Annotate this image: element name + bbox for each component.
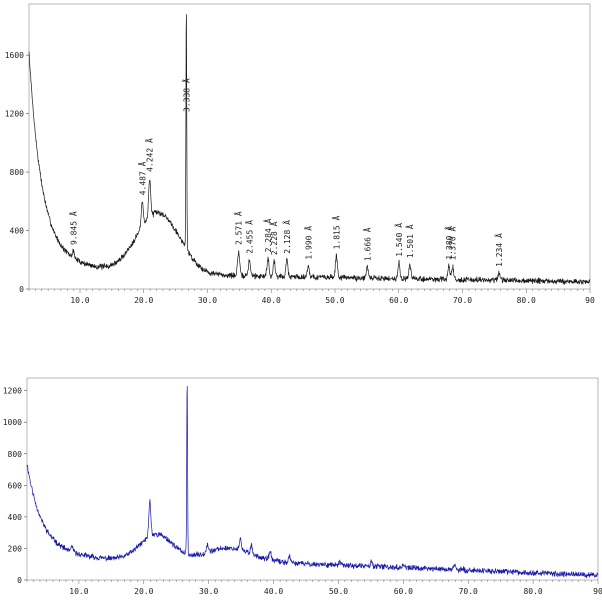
peak-label: 1.234 Å bbox=[493, 233, 504, 267]
x-tick-label: 50.0 bbox=[325, 296, 344, 305]
y-tick-label: 200 bbox=[8, 544, 23, 553]
peak-label: 2.228 Å bbox=[268, 221, 279, 255]
y-tick-label: 800 bbox=[8, 450, 23, 459]
x-tick-label: 80.0 bbox=[523, 587, 542, 596]
x-tick-label: 80.0 bbox=[517, 296, 536, 305]
x-tick-label: 70.0 bbox=[459, 587, 478, 596]
xrd-chart-bottom: 0 200 400 600 800 1000 1200 10.0 20.0 30.0 40.0 50.… bbox=[3, 377, 602, 596]
peak-label: 4.242 Å bbox=[144, 138, 155, 172]
peak-label: 2.455 Å bbox=[243, 220, 254, 254]
y-tick-label: 0 bbox=[19, 285, 24, 294]
peak-label: 1.540 Å bbox=[393, 223, 404, 257]
x-tick-label: 20.0 bbox=[134, 587, 153, 596]
y-tick-label: 400 bbox=[10, 227, 25, 236]
peak-label: 1.815 Å bbox=[330, 215, 341, 249]
y-tick-label: 0 bbox=[17, 576, 22, 585]
x-tick-label: 50.0 bbox=[329, 587, 348, 596]
diffraction-trace bbox=[28, 14, 591, 285]
xrd-chart-top: 0 400 800 1200 1600 10.0 20.0 30.0 40.0 50.0 60.0 7… bbox=[5, 3, 595, 305]
y-tick-label: 1000 bbox=[3, 418, 22, 427]
x-tick-label: 70.0 bbox=[453, 296, 472, 305]
x-tick-label: 90 bbox=[593, 587, 602, 596]
x-tick-label: 20.0 bbox=[134, 296, 153, 305]
y-tick-label: 800 bbox=[10, 168, 25, 177]
y-tick-label: 600 bbox=[8, 481, 23, 490]
x-tick-label: 40.0 bbox=[264, 587, 283, 596]
y-tick-label: 400 bbox=[8, 513, 23, 522]
peak-label: 1.370 Å bbox=[446, 226, 457, 260]
peak-label: 1.380 Å bbox=[443, 226, 454, 260]
x-tick-label: 60.0 bbox=[394, 587, 413, 596]
x-tick-label: 30.0 bbox=[198, 296, 217, 305]
x-tick-label: 10.0 bbox=[70, 296, 89, 305]
peak-label: 9.845 Å bbox=[67, 211, 78, 245]
y-tick-label: 1200 bbox=[3, 387, 22, 396]
plot-frame bbox=[26, 377, 599, 581]
x-tick-label: 90 bbox=[585, 296, 595, 305]
x-tick-label: 30.0 bbox=[199, 587, 218, 596]
peak-label: 2.571 Å bbox=[233, 211, 244, 245]
peak-label: 4.487 Å bbox=[136, 161, 147, 195]
peak-label: 1.990 Å bbox=[302, 226, 313, 260]
y-tick-label: 1600 bbox=[5, 51, 24, 60]
peak-label: 1.666 Å bbox=[361, 227, 372, 261]
diffraction-trace bbox=[26, 385, 599, 579]
peak-label: 2.284 Å bbox=[262, 218, 273, 252]
peak-label: 3.338 Å bbox=[180, 78, 191, 112]
peak-label: 2.128 Å bbox=[281, 220, 292, 254]
x-tick-label: 60.0 bbox=[389, 296, 408, 305]
y-tick-label: 1200 bbox=[5, 110, 24, 119]
x-tick-label: 10.0 bbox=[69, 587, 88, 596]
peak-label: 1.501 Å bbox=[404, 224, 415, 258]
x-tick-label: 40.0 bbox=[262, 296, 281, 305]
